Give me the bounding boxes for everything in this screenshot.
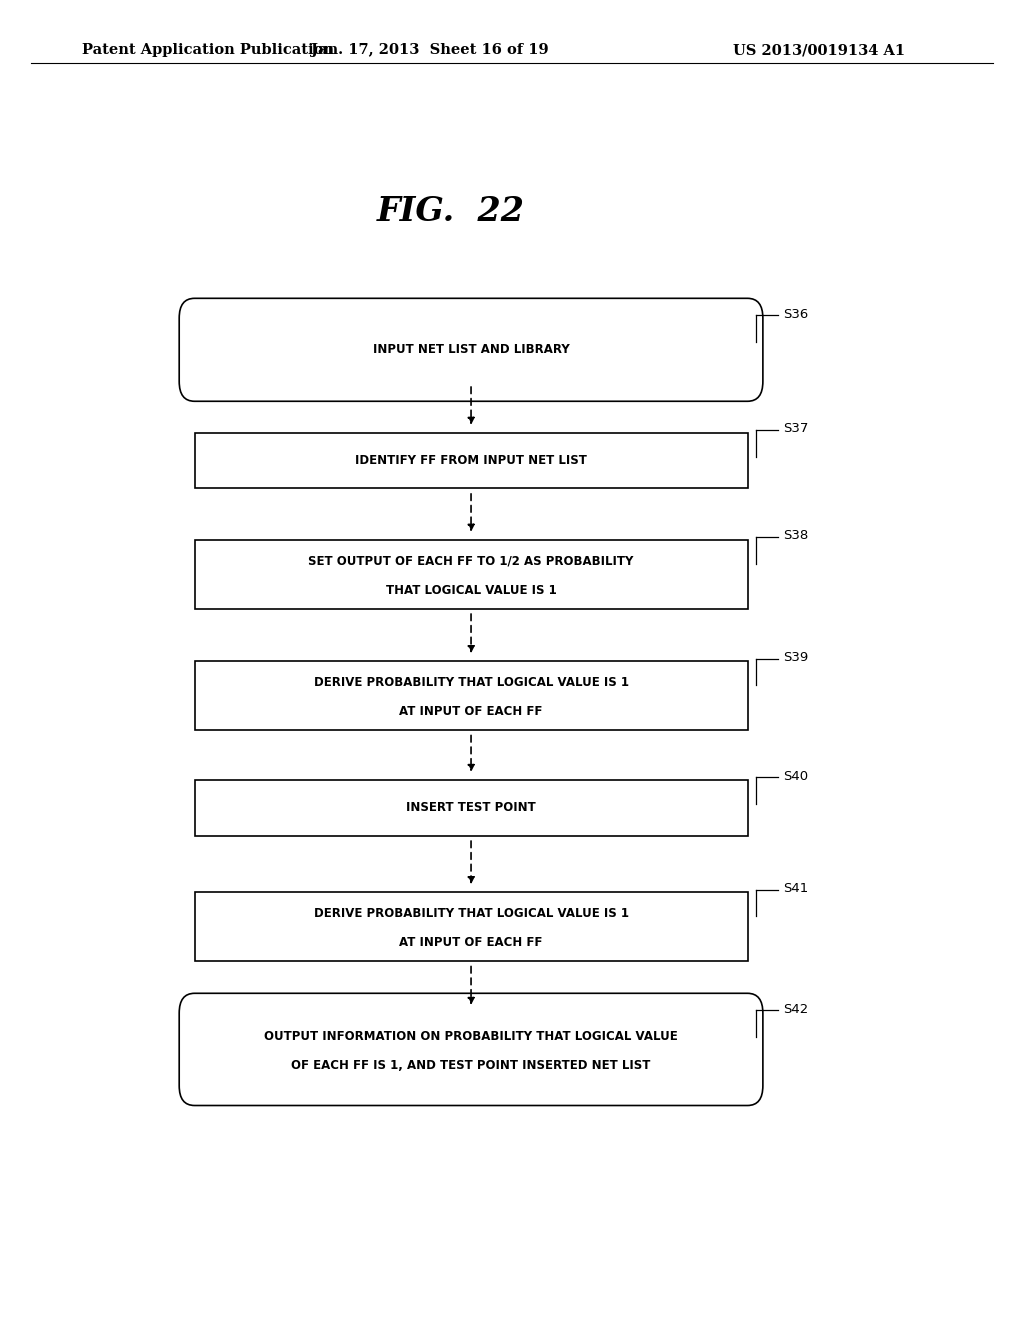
Text: S36: S36 [783, 308, 809, 321]
Text: Patent Application Publication: Patent Application Publication [82, 44, 334, 57]
Text: S38: S38 [783, 529, 809, 543]
Text: FIG.  22: FIG. 22 [377, 195, 524, 227]
FancyBboxPatch shape [195, 433, 748, 488]
Text: S41: S41 [783, 882, 809, 895]
FancyBboxPatch shape [179, 298, 763, 401]
FancyBboxPatch shape [179, 993, 763, 1106]
Text: Jan. 17, 2013  Sheet 16 of 19: Jan. 17, 2013 Sheet 16 of 19 [311, 44, 549, 57]
Text: DERIVE PROBABILITY THAT LOGICAL VALUE IS 1: DERIVE PROBABILITY THAT LOGICAL VALUE IS… [313, 676, 629, 689]
Text: AT INPUT OF EACH FF: AT INPUT OF EACH FF [399, 705, 543, 718]
Text: IDENTIFY FF FROM INPUT NET LIST: IDENTIFY FF FROM INPUT NET LIST [355, 454, 587, 467]
Text: US 2013/0019134 A1: US 2013/0019134 A1 [733, 44, 905, 57]
Text: S42: S42 [783, 1003, 809, 1015]
Text: OUTPUT INFORMATION ON PROBABILITY THAT LOGICAL VALUE: OUTPUT INFORMATION ON PROBABILITY THAT L… [264, 1030, 678, 1043]
FancyBboxPatch shape [195, 540, 748, 609]
Text: INPUT NET LIST AND LIBRARY: INPUT NET LIST AND LIBRARY [373, 343, 569, 356]
Text: S40: S40 [783, 770, 809, 783]
Text: DERIVE PROBABILITY THAT LOGICAL VALUE IS 1: DERIVE PROBABILITY THAT LOGICAL VALUE IS… [313, 907, 629, 920]
FancyBboxPatch shape [195, 661, 748, 730]
FancyBboxPatch shape [195, 780, 748, 836]
Text: INSERT TEST POINT: INSERT TEST POINT [407, 801, 536, 814]
Text: THAT LOGICAL VALUE IS 1: THAT LOGICAL VALUE IS 1 [386, 583, 556, 597]
Text: SET OUTPUT OF EACH FF TO 1/2 AS PROBABILITY: SET OUTPUT OF EACH FF TO 1/2 AS PROBABIL… [308, 554, 634, 568]
Text: OF EACH FF IS 1, AND TEST POINT INSERTED NET LIST: OF EACH FF IS 1, AND TEST POINT INSERTED… [292, 1059, 650, 1072]
Text: S39: S39 [783, 651, 809, 664]
Text: AT INPUT OF EACH FF: AT INPUT OF EACH FF [399, 936, 543, 949]
FancyBboxPatch shape [195, 892, 748, 961]
Text: S37: S37 [783, 422, 809, 436]
